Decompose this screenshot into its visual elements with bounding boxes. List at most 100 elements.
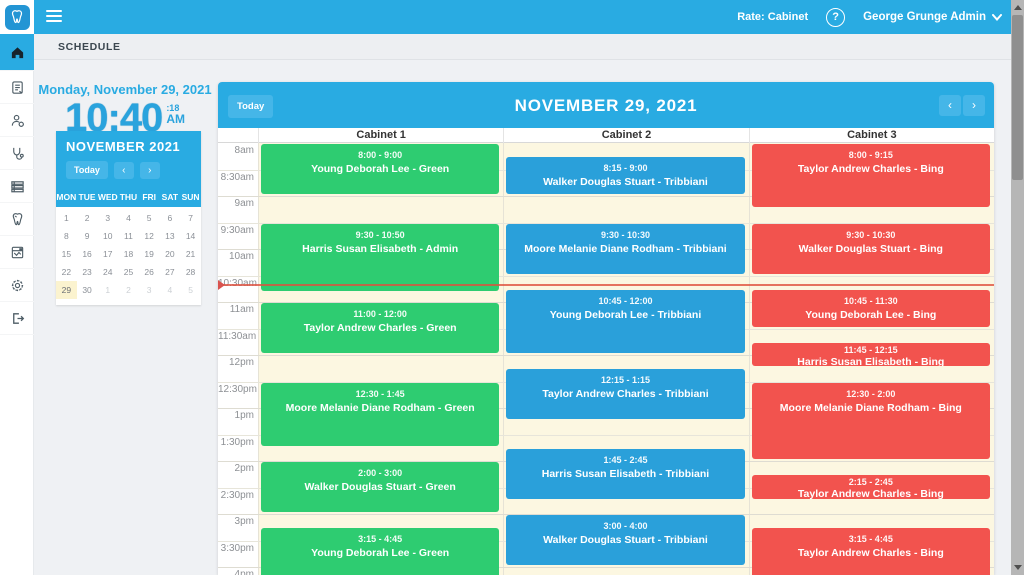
mini-calendar-day[interactable]: 14 [185,231,196,241]
appointment-block[interactable]: 1:45 - 2:45 Harris Susan Elisabeth - Trib… [506,448,745,499]
mini-calendar-day[interactable]: 27 [165,267,175,277]
appointment-block[interactable]: 8:15 - 9:00 Walker Douglas Stuart - Tribb… [506,157,745,194]
mini-calendar-prev-icon[interactable]: ‹ [113,161,134,179]
mini-calendar-day[interactable]: 4 [126,213,131,223]
appointment-block[interactable]: 10:45 - 12:00 Young Deborah Lee - Tribbia… [506,289,745,353]
appointment-block[interactable]: 2:15 - 2:45 Taylor Andrew Charles - Bing [751,475,990,499]
mini-calendar-day[interactable]: 5 [146,213,152,223]
mini-calendar-day[interactable]: 16 [82,249,92,259]
help-icon[interactable]: ? [826,7,846,27]
mini-calendar-day[interactable]: 19 [144,249,154,259]
appointment-block[interactable]: 12:30 - 2:00 Moore Melanie Diane Rodham -… [751,382,990,459]
time-label: 12pm [228,357,254,368]
schedule-prev-icon[interactable]: ‹ [939,95,961,116]
appointment-block[interactable]: 11:00 - 12:00 Taylor Andrew Charles - Gre… [261,303,500,353]
mini-calendar-day[interactable]: 15 [61,249,72,259]
appointment-block[interactable]: 10:45 - 11:30 Young Deborah Lee - Bing [751,289,990,327]
mini-calendar-day[interactable]: 3 [105,213,111,223]
vertical-scrollbar[interactable] [1011,0,1024,575]
appointment-time: 3:00 - 4:00 [603,521,648,531]
appointment-block[interactable]: 3:15 - 4:45 Taylor Andrew Charles - Bing [751,528,990,575]
mini-calendar-day[interactable]: 30 [82,285,92,295]
mini-calendar-day[interactable]: 10 [103,231,113,241]
appointment-title: Taylor Andrew Charles - Green [303,322,457,334]
cabinet-column-background[interactable] [503,143,749,575]
mini-calendar-day-header: SUN [181,192,200,202]
mini-calendar-day[interactable]: 20 [165,249,175,259]
appointment-title: Moore Melanie Diane Rodham - Bing [779,401,962,414]
sidebar-item-records[interactable] [0,71,34,104]
mini-calendar-title: NOVEMBER 2021 [66,139,181,154]
appointment-time: 2:00 - 3:00 [358,468,403,478]
appointment-title: Young Deborah Lee - Tribbiani [549,308,702,321]
sidebar-item-home[interactable] [0,34,34,71]
appointment-block[interactable]: 8:00 - 9:00 Young Deborah Lee - Green [261,144,500,194]
mini-calendar-day[interactable]: 22 [61,267,72,277]
mini-calendar-day[interactable]: 4 [167,285,173,295]
mini-calendar-day[interactable]: 5 [188,285,193,295]
appointment-block[interactable]: 3:15 - 4:45 Young Deborah Lee - Green [261,528,500,575]
schedule-today-button[interactable]: Today [228,95,274,118]
appointment-block[interactable]: 12:15 - 1:15 Taylor Andrew Charles - Trib… [506,369,745,420]
appointment-block[interactable]: 3:00 - 4:00 Walker Douglas Stuart - Tribb… [506,515,745,565]
left-panel: Monday, November 29, 2021 10:40 :18 AM N… [35,60,215,575]
schedule-next-icon[interactable]: › [963,95,985,116]
slot-line [218,434,994,436]
column-headers: Cabinet 1 Cabinet 2 Cabinet 3 [218,128,994,143]
scroll-down-icon[interactable] [1011,560,1024,575]
appointment-block[interactable]: 8:00 - 9:15 Taylor Andrew Charles - Bing [751,144,990,208]
schedule-header: Today NOVEMBER 29, 2021 ‹ › [218,82,994,128]
mini-calendar-day[interactable]: 2 [126,285,131,295]
schedule-card: Today NOVEMBER 29, 2021 ‹ › Cabinet 1 Cab… [218,82,994,575]
appointment-title: Walker Douglas Stuart - Tribbiani [543,534,708,546]
appointment-block[interactable]: 2:00 - 3:00 Walker Douglas Stuart - Green [261,462,500,512]
appointment-time: 12:15 - 1:15 [600,375,650,386]
appointment-block[interactable]: 9:30 - 10:50 Harris Susan Elisabeth - Adm… [261,223,500,292]
menu-toggle-icon[interactable] [46,10,62,23]
mini-calendar-day[interactable]: 18 [123,249,134,259]
sidebar-item-patient[interactable] [0,104,34,137]
sidebar-item-doctor[interactable] [0,137,34,170]
sidebar-item-tooth[interactable] [0,203,34,236]
scroll-up-icon[interactable] [1011,0,1024,15]
mini-calendar-day[interactable]: 11 [124,231,133,241]
mini-calendar-day[interactable]: 24 [103,267,113,277]
mini-calendar-day-headers: MON TUE WED THU FRI SAT SUN [56,189,201,207]
mini-calendar-day[interactable]: 7 [188,213,193,223]
sidebar-item-list[interactable] [0,170,34,203]
time-label: 10:30am [218,277,257,289]
mini-calendar-day[interactable]: 28 [185,267,196,277]
appointment-block[interactable]: 12:30 - 1:45 Moore Melanie Diane Rodham -… [261,382,500,446]
mini-calendar-day-selected[interactable]: 29 [56,281,77,299]
mini-calendar-day[interactable]: 26 [144,267,154,277]
appointment-block[interactable]: 9:30 - 10:30 Walker Douglas Stuart - Bing [751,223,990,274]
appointment-title: Harris Susan Elisabeth - Bing [797,355,945,367]
mini-calendar-day[interactable]: 9 [84,231,90,241]
user-menu[interactable]: George Grunge Admin [863,11,1002,23]
mini-calendar-day[interactable]: 25 [123,267,134,277]
current-time-line [218,284,994,287]
slot-line [218,514,994,515]
mini-calendar-next-icon[interactable]: › [139,161,160,179]
mini-calendar-day[interactable]: 8 [63,231,69,241]
mini-calendar-day[interactable]: 17 [103,249,113,259]
app-logo[interactable] [0,0,34,34]
sidebar-item-reports[interactable] [0,236,34,269]
mini-calendar-day[interactable]: 3 [146,285,152,295]
scrollbar-thumb[interactable] [1012,15,1023,180]
appointment-block[interactable]: 11:45 - 12:15 Harris Susan Elisabeth - Bi… [751,342,990,367]
mini-calendar-day[interactable]: 2 [84,213,90,223]
sidebar-item-settings[interactable] [0,269,34,302]
mini-calendar-day[interactable]: 13 [165,231,175,241]
appointment-block[interactable]: 9:30 - 10:30 Moore Melanie Diane Rodham -… [506,223,745,274]
appointment-title: Taylor Andrew Charles - Bing [797,488,944,499]
sidebar-item-logout[interactable] [0,302,34,335]
mini-calendar-day[interactable]: 12 [144,231,154,241]
mini-calendar-day[interactable]: 6 [167,213,173,223]
mini-calendar-day[interactable]: 1 [63,213,69,223]
mini-calendar-day[interactable]: 21 [185,249,196,259]
mini-calendar-day[interactable]: 23 [82,267,92,277]
mini-calendar-today-button[interactable]: Today [66,161,108,179]
mini-calendar-day[interactable]: 1 [105,285,111,295]
appointment-time: 8:15 - 9:00 [603,163,648,174]
